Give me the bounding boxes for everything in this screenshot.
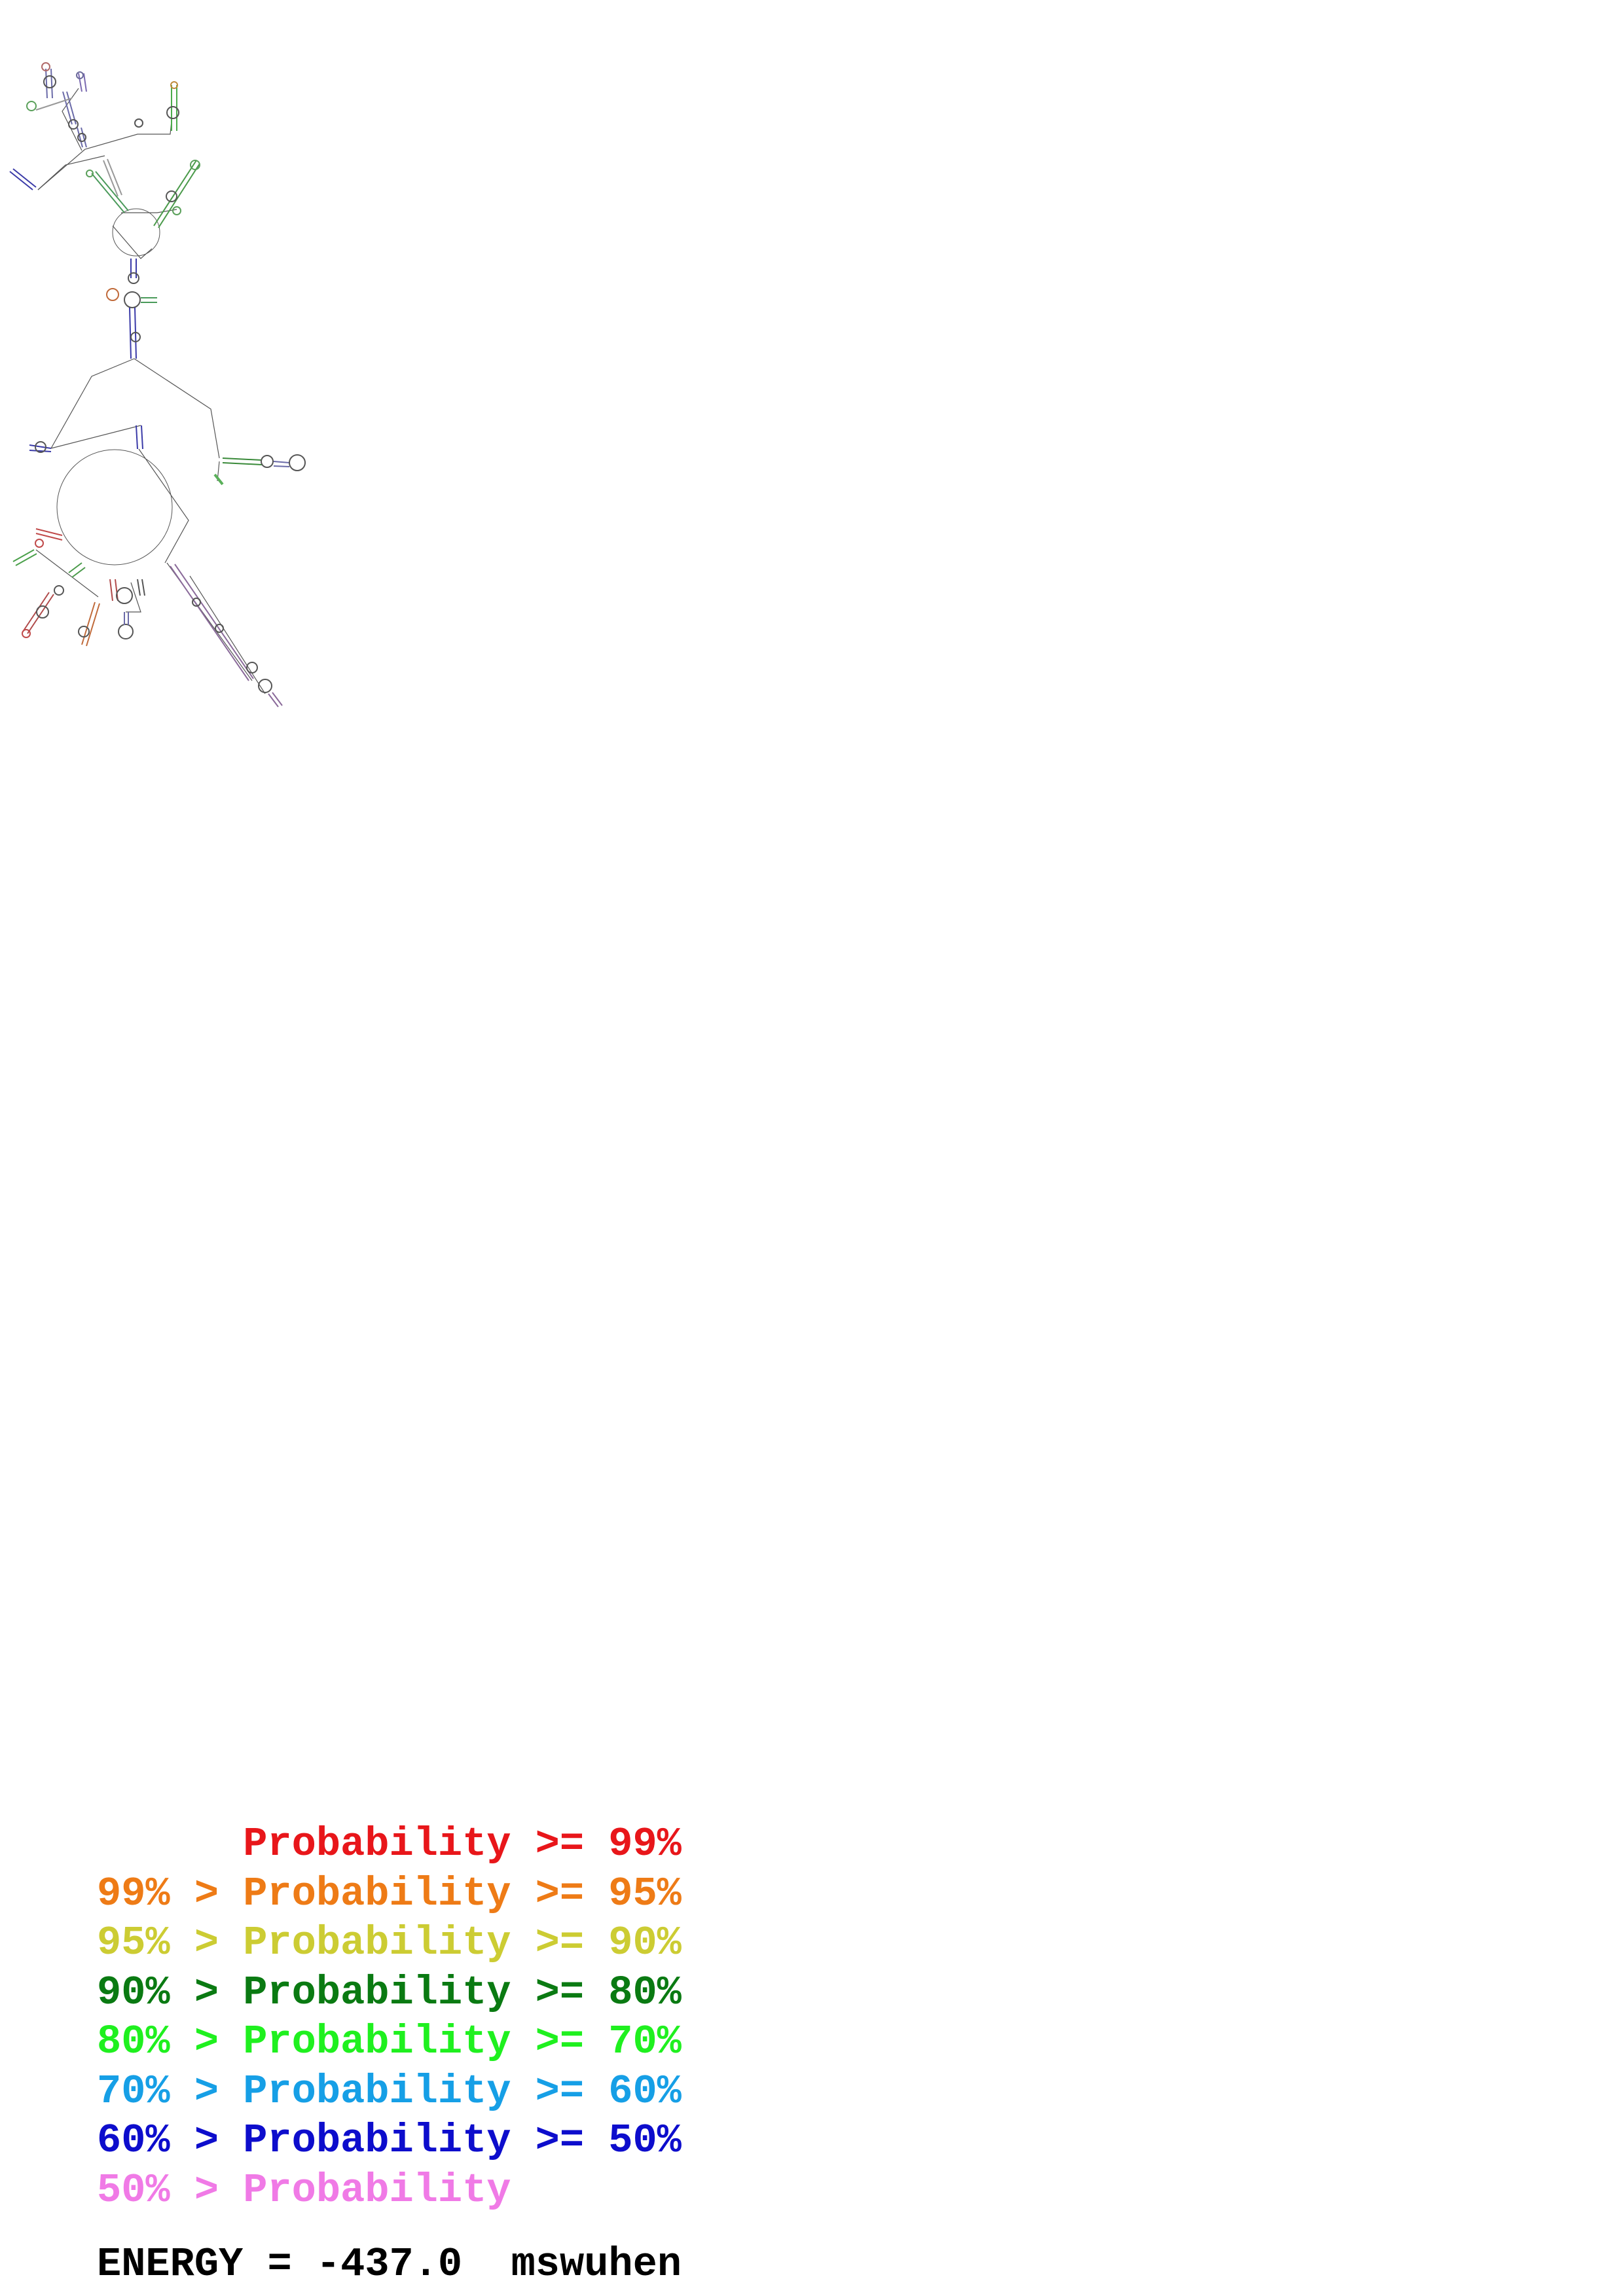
legend-label: Probability (243, 1821, 511, 1867)
legend-threshold: 99% (608, 1821, 682, 1867)
legend-label: Probability (243, 2068, 511, 2115)
legend-cmp: >= (535, 1821, 585, 1867)
legend-row: 60% > Probability >= 50% (97, 2116, 682, 2166)
legend-gt: > (194, 1870, 219, 1917)
legend-row: 70% > Probability >= 60% (97, 2067, 682, 2117)
rna-secondary-structure-diagram (9, 62, 306, 708)
legend-label: Probability (243, 2018, 511, 2065)
probability-legend: Probability >= 99% 99% > Probability >= 9… (97, 1820, 682, 2215)
legend-row: Probability >= 99% (97, 1820, 682, 1869)
legend-cmp: >= (535, 1969, 585, 2016)
legend-prefix: 60% (97, 2117, 170, 2164)
legend-label: Probability (243, 2166, 511, 2214)
legend-row: 50% > Probability (97, 2166, 682, 2215)
legend-prefix: 90% (97, 1969, 170, 2016)
legend-label: Probability (243, 1870, 511, 1917)
legend-row: 99% > Probability >= 95% (97, 1869, 682, 1919)
legend-cmp: >= (535, 1870, 585, 1917)
legend-gt: > (194, 1969, 219, 2016)
legend-label: Probability (243, 1920, 511, 1966)
legend-threshold: 70% (608, 2018, 682, 2065)
legend-cmp: >= (535, 1920, 585, 1966)
legend-row: 95% > Probability >= 90% (97, 1918, 682, 1968)
legend-cmp: >= (535, 2117, 585, 2164)
energy-readout: ENERGY = -437.0 mswuhen (97, 2241, 682, 2287)
legend-label: Probability (243, 2117, 511, 2164)
helix-stems (9, 62, 306, 708)
legend-prefix: 50% (97, 2166, 170, 2214)
legend-prefix: 99% (97, 1870, 170, 1917)
structure-name: mswuhen (511, 2241, 682, 2287)
legend-prefix: 95% (97, 1920, 170, 1966)
legend-row: 80% > Probability >= 70% (97, 2017, 682, 2067)
legend-gt: > (194, 1920, 219, 1966)
legend-threshold: 60% (608, 2068, 682, 2115)
legend-gt: > (194, 2166, 219, 2214)
legend-threshold: 50% (608, 2117, 682, 2164)
legend-cmp: >= (535, 2068, 585, 2115)
legend-label: Probability (243, 1969, 511, 2016)
legend-gt: > (194, 2068, 219, 2115)
legend-threshold: 95% (608, 1870, 682, 1917)
legend-threshold: 80% (608, 1969, 682, 2016)
legend-prefix: 70% (97, 2068, 170, 2115)
legend-gt: > (194, 2018, 219, 2065)
energy-label: ENERGY (97, 2241, 244, 2287)
energy-value: -437.0 (316, 2241, 463, 2287)
legend-threshold: 90% (608, 1920, 682, 1966)
legend-prefix: 80% (97, 2018, 170, 2065)
energy-equals: = (267, 2241, 292, 2287)
legend-row: 90% > Probability >= 80% (97, 1968, 682, 2018)
rna-backbone (35, 88, 266, 694)
legend-cmp: >= (535, 2018, 585, 2065)
legend-gt: > (194, 2117, 219, 2164)
